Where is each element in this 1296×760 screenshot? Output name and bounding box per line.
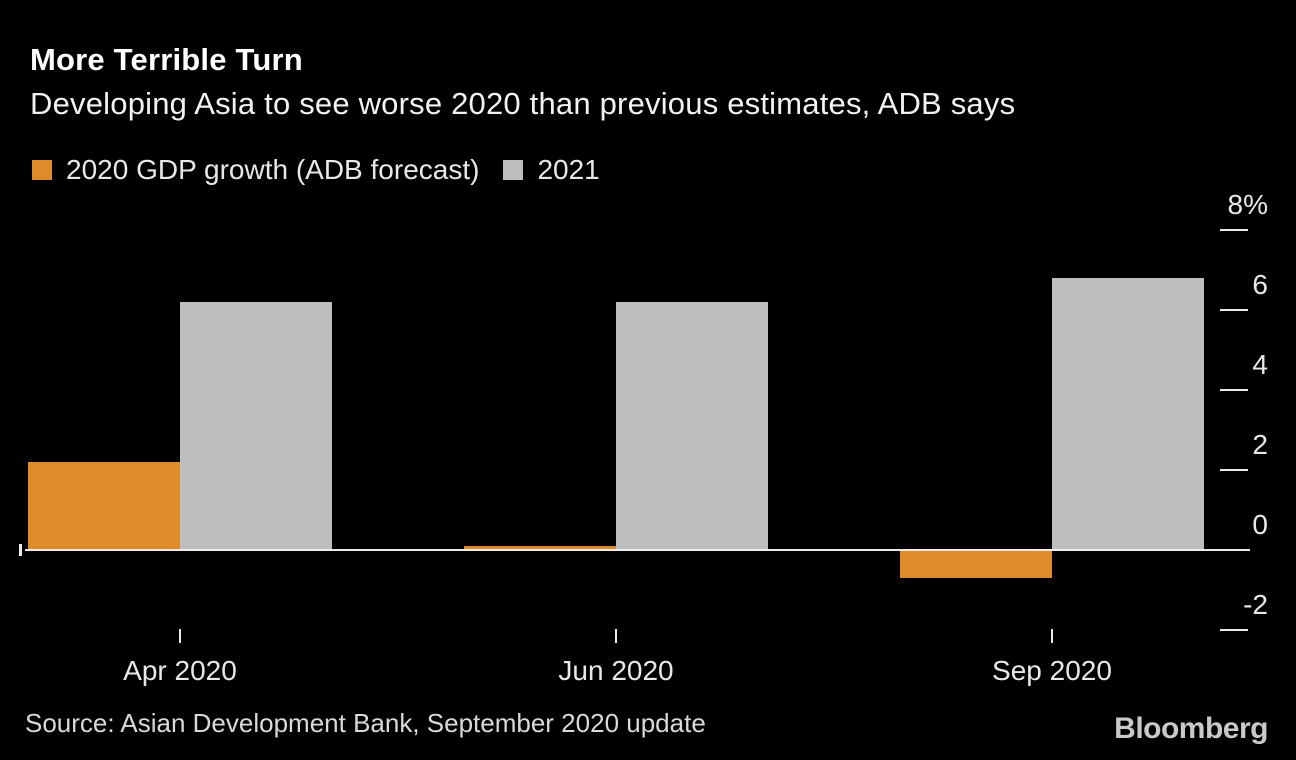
legend-swatch — [32, 160, 52, 180]
bloomberg-logo: Bloomberg — [1114, 712, 1268, 745]
legend-item: 2021 — [503, 154, 600, 186]
legend-item: 2020 GDP growth (ADB forecast) — [32, 154, 479, 186]
bar-2020-forecast — [464, 546, 616, 550]
x-category-label: Apr 2020 — [123, 655, 237, 686]
bar-2020-forecast — [28, 462, 180, 550]
axis-endcap-tick — [19, 544, 22, 556]
source-note: Source: Asian Development Bank, Septembe… — [25, 708, 706, 738]
y-tick — [1220, 629, 1248, 631]
bar-2021 — [1052, 278, 1204, 550]
y-tick-label: 4 — [1252, 349, 1268, 380]
chart-title: More Terrible Turn — [30, 42, 303, 77]
y-tick-label: 0 — [1252, 509, 1268, 540]
y-tick-label: -2 — [1243, 589, 1268, 620]
y-tick — [1220, 229, 1248, 231]
legend-label: 2020 GDP growth (ADB forecast) — [66, 154, 480, 185]
bar-2020-forecast — [900, 550, 1052, 578]
legend-swatch — [503, 160, 524, 180]
bar-2021 — [616, 302, 768, 550]
x-tick — [1051, 629, 1053, 643]
legend: 2020 GDP growth (ADB forecast) 2021 — [32, 154, 600, 186]
legend-label: 2021 — [537, 154, 600, 185]
chart-subtitle: Developing Asia to see worse 2020 than p… — [30, 86, 1016, 121]
x-category-label: Jun 2020 — [558, 655, 674, 686]
y-tick-label: 2 — [1252, 429, 1268, 460]
bar-2021 — [180, 302, 332, 550]
x-category-label: Sep 2020 — [992, 655, 1112, 686]
x-tick — [179, 629, 181, 643]
y-tick-label: 8% — [1227, 189, 1268, 220]
y-tick — [1220, 309, 1248, 311]
y-tick — [1220, 469, 1248, 471]
zero-baseline — [25, 549, 1250, 551]
y-tick — [1220, 389, 1248, 391]
y-tick-label: 6 — [1252, 269, 1268, 300]
x-tick — [615, 629, 617, 643]
